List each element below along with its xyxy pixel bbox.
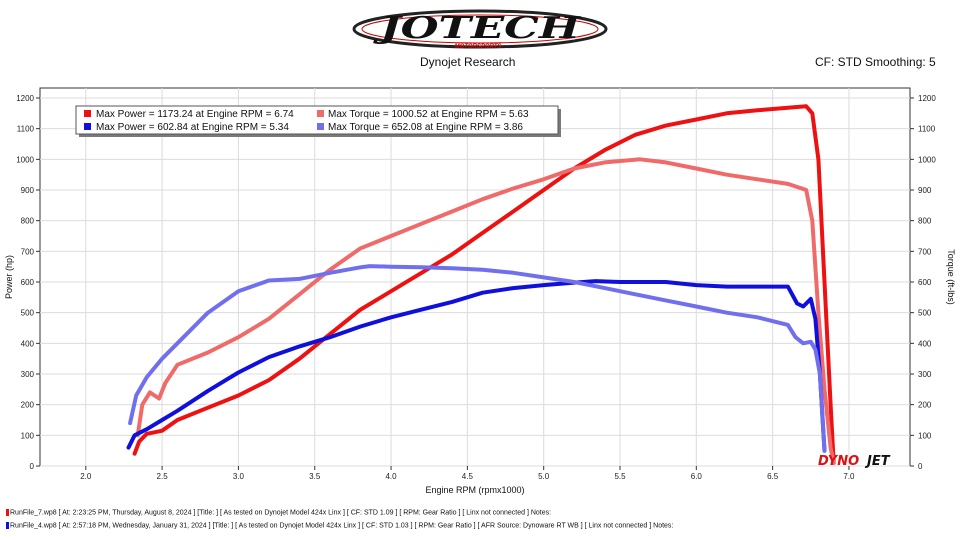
run-marker-blue — [6, 522, 9, 529]
jotech-logo: JOTECH MOTORSPORTS — [352, 9, 608, 50]
legend-entry-1: Max Torque = 1000.52 at Engine RPM = 5.6… — [328, 109, 529, 120]
y2-tick-label: 900 — [918, 186, 932, 195]
y2-axis-ticks: 0 100 200 300 400 500 600 700 800 900 1000 1100 1200 — [910, 94, 936, 471]
y-tick-label: 1200 — [16, 94, 34, 103]
y2-tick-label: 0 — [918, 462, 923, 471]
x-tick-label: 4.0 — [385, 472, 397, 481]
x-tick-label: 2.0 — [80, 472, 92, 481]
y2-tick-label: 800 — [918, 217, 932, 226]
series-line-3-torque — [128, 264, 827, 453]
y-tick-label: 400 — [21, 339, 35, 348]
run-file-info-1: RunFile_7.wp8 [ At: 2:23:25 PM, Thursday… — [6, 509, 551, 516]
dynojet-watermark: DYNO JET — [818, 454, 891, 469]
y2-tick-label: 700 — [918, 247, 932, 256]
y2-tick-label: 400 — [918, 339, 932, 348]
x-tick-label: 5.0 — [538, 472, 550, 481]
x-tick-label: 6.0 — [691, 472, 703, 481]
x-tick-label: 6.5 — [767, 472, 779, 481]
legend: Max Power = 1173.24 at Engine RPM = 6.74… — [75, 105, 561, 137]
series-line-1-torque — [135, 157, 836, 465]
y-tick-label: 1000 — [16, 155, 34, 164]
legend-entry-2: Max Power = 602.84 at Engine RPM = 5.34 — [96, 122, 289, 133]
series-line-2-power — [126, 279, 827, 453]
cf-smoothing-info: CF: STD Smoothing: 5 — [815, 55, 936, 69]
y2-tick-label: 1000 — [918, 155, 936, 164]
y-tick-label: 200 — [21, 401, 35, 410]
y2-tick-label: 1200 — [918, 94, 936, 103]
run-file-text-2: RunFile_4.wp8 [ At: 2:57:18 PM, Wednesda… — [10, 522, 674, 530]
y-tick-label: 900 — [21, 186, 35, 195]
run-file-info-2: RunFile_4.wp8 [ At: 2:57:18 PM, Wednesda… — [6, 522, 673, 529]
y-tick-label: 800 — [21, 217, 35, 226]
legend-swatch-0 — [84, 110, 91, 117]
x-tick-label: 3.0 — [233, 472, 245, 481]
x-tick-label: 2.5 — [157, 472, 169, 481]
y-axis-ticks: 0 100 200 300 400 500 600 700 800 900 1000 1100 1200 — [16, 94, 40, 471]
run-marker-red — [6, 509, 9, 516]
y-tick-label: 600 — [21, 278, 35, 287]
y-tick-label: 0 — [30, 462, 35, 471]
legend-swatch-2 — [84, 123, 91, 130]
y2-tick-label: 100 — [918, 431, 932, 440]
y-tick-label: 1100 — [17, 125, 35, 134]
y2-axis-label: Torque (ft-lbs) — [946, 249, 956, 305]
chart-subtitle: Dynojet Research — [420, 55, 516, 69]
series-lines — [126, 104, 836, 465]
grid-lines — [40, 88, 910, 467]
y2-tick-label: 1100 — [918, 125, 936, 134]
legend-entry-0: Max Power = 1173.24 at Engine RPM = 6.74 — [96, 109, 294, 120]
x-axis-label: Engine RPM (rpmx1000) — [425, 485, 524, 495]
y2-tick-label: 500 — [918, 309, 932, 318]
y-tick-label: 100 — [21, 431, 35, 440]
x-tick-label: 3.5 — [309, 472, 321, 481]
x-tick-label: 4.5 — [462, 472, 474, 481]
legend-swatch-3 — [317, 123, 324, 130]
x-axis-ticks: 2.0 2.5 3.0 3.5 4.0 4.5 5.0 5.5 6.0 6.5 7.0 — [80, 466, 855, 481]
logo-subtext: MOTORSPORTS — [455, 44, 502, 50]
x-tick-label: 5.5 — [614, 472, 626, 481]
logo-text: JOTECH — [373, 11, 583, 46]
plot-area — [39, 87, 911, 467]
y2-tick-label: 200 — [918, 401, 932, 410]
watermark-dyno: DYNO — [818, 454, 859, 469]
y-axis-label: Power (hp) — [4, 255, 14, 299]
series-line-0-power — [132, 104, 836, 465]
run-file-text-1: RunFile_7.wp8 [ At: 2:23:25 PM, Thursday… — [10, 509, 552, 517]
y2-tick-label: 600 — [918, 278, 932, 287]
y2-tick-label: 300 — [918, 370, 932, 379]
y-tick-label: 700 — [21, 247, 35, 256]
legend-entry-3: Max Torque = 652.08 at Engine RPM = 3.86 — [328, 122, 523, 133]
y-tick-label: 300 — [21, 370, 35, 379]
x-tick-label: 7.0 — [843, 472, 855, 481]
y-tick-label: 500 — [21, 309, 35, 318]
legend-swatch-1 — [317, 110, 324, 117]
watermark-jet: JET — [864, 454, 891, 469]
